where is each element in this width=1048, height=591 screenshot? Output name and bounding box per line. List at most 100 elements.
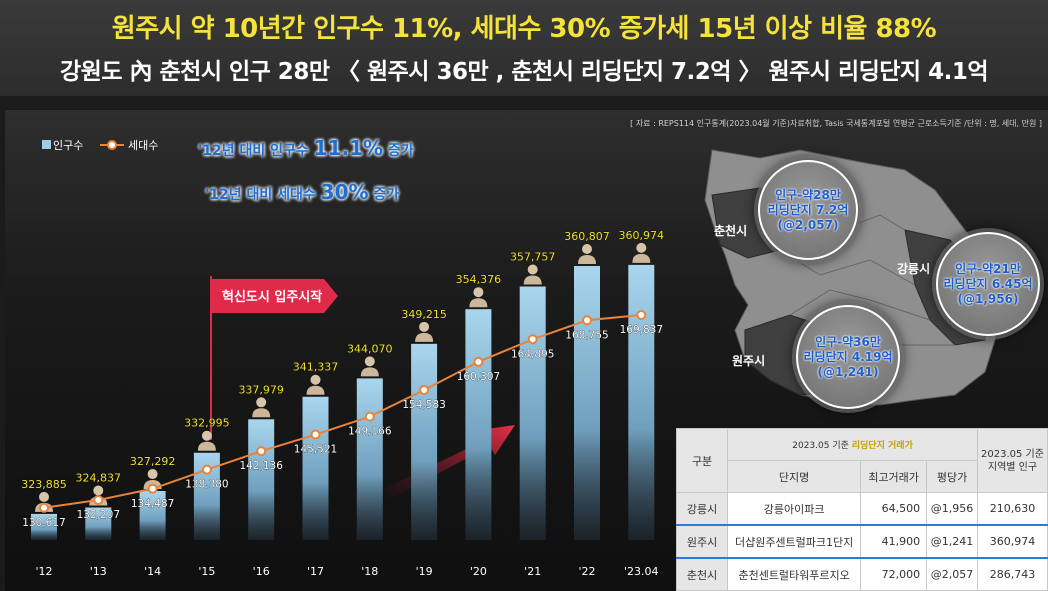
- population-bar-label: 360,807: [564, 230, 610, 243]
- population-bar: [411, 343, 438, 540]
- person-icon-body: [197, 441, 216, 451]
- household-callout-suffix: 증가: [368, 187, 400, 203]
- x-tick-label: '13: [90, 565, 107, 578]
- population-bar-label: 344,070: [347, 342, 393, 355]
- person-icon-head: [419, 321, 430, 332]
- leading-complex-table: 구분 2023.05 기준 리딩단지 거래가 2023.05 기준 지역별 인구…: [675, 428, 1048, 591]
- population-bar-label: 354,376: [456, 273, 502, 286]
- growth-arrow: [382, 425, 515, 500]
- household-point-label: 169,837: [620, 324, 663, 336]
- population-bar-label: 349,215: [401, 308, 447, 321]
- person-icon-body: [523, 275, 542, 285]
- map-district-lines: [779, 209, 955, 361]
- household-point: [310, 429, 321, 440]
- population-callout-suffix: 증가: [383, 143, 414, 159]
- person-icon-body: [632, 253, 651, 263]
- row-complex: 춘천센트럴타워푸르지오: [727, 557, 862, 591]
- household-point: [636, 309, 647, 320]
- population-callout-prefix: '12년 대비 인구수: [198, 143, 314, 159]
- population-bar-label: 332,995: [184, 417, 230, 430]
- person-icon-body: [360, 367, 379, 377]
- household-callout-value: 30%: [320, 180, 369, 204]
- population-bar-label: 341,337: [293, 361, 339, 374]
- household-line: [43, 313, 642, 509]
- header-per-pyeong: 평당가: [926, 460, 978, 493]
- person-icon-head: [201, 430, 212, 441]
- household-point: [364, 411, 375, 422]
- person-icon-body: [469, 298, 488, 308]
- household-point: [582, 315, 592, 326]
- row-region: 춘천시: [675, 557, 729, 591]
- person-icon-body: [252, 408, 271, 418]
- x-tick-label: '21: [524, 565, 541, 578]
- population-bar: [465, 309, 492, 540]
- legend-line-label: 세대수: [128, 139, 158, 152]
- x-tick-label: '12: [35, 565, 52, 578]
- table-header-row: 구분 2023.05 기준 리딩단지 거래가 2023.05 기준 지역별 인구: [675, 428, 1048, 493]
- household-point: [527, 334, 538, 345]
- wonju-info-bubble: 인구-약36만 리딩단지 4.19억 (@1,241): [796, 305, 900, 409]
- person-icon-head: [636, 242, 647, 253]
- gangneung-bubble-line2: 리딩단지 6.45억: [943, 276, 1033, 291]
- household-growth-callout: '12년 대비 세대수 30% 증가: [205, 180, 399, 204]
- wonju-bubble-line3: (@1,241): [817, 364, 879, 379]
- row-price: 72,000: [860, 557, 928, 591]
- population-bar-label: 360,974: [619, 229, 665, 242]
- legend: 인구수 세대수: [42, 139, 158, 152]
- household-point: [147, 483, 158, 494]
- person-icon-head: [473, 287, 484, 298]
- household-point-label: 149,166: [348, 426, 392, 438]
- population-bar: [628, 264, 655, 540]
- header-region: 구분: [675, 428, 729, 493]
- table-row: 춘천시 춘천센트럴타워푸르지오 72,000 @2,057 286,743: [675, 557, 1048, 591]
- header-price: 최고거래가: [860, 460, 928, 493]
- household-point: [39, 502, 49, 513]
- population-bar-label: 327,292: [130, 455, 176, 468]
- row-per-pyeong: @1,241: [926, 524, 978, 559]
- population-bar: [139, 491, 166, 540]
- subheadline: 강원도 內 춘천시 인구 28만 〈 원주시 36만 , 춘천시 리딩단지 7.…: [60, 59, 989, 85]
- population-bar-label: 324,837: [76, 472, 122, 485]
- map-label-gangneung: 강릉시: [897, 262, 931, 276]
- population-bar: [302, 396, 329, 540]
- row-region: 강릉시: [675, 492, 729, 526]
- innovation-city-flag: 혁신도시 입주시작: [210, 276, 338, 440]
- population-bar: [356, 378, 383, 540]
- x-tick-label: '23.04: [624, 565, 659, 578]
- x-tick-label: '20: [470, 565, 487, 578]
- flag-banner: [211, 279, 338, 313]
- person-icon-body: [578, 255, 596, 265]
- household-point-label: 130,617: [22, 517, 65, 529]
- population-bar-label: 323,885: [21, 478, 67, 491]
- header-population: 2023.05 기준 지역별 인구: [976, 428, 1048, 493]
- map-label-chuncheon: 춘천시: [714, 224, 748, 238]
- household-point: [256, 446, 267, 457]
- chuncheon-bubble-line1: 인구-약28만: [775, 187, 841, 202]
- population-bar: [31, 513, 57, 540]
- row-price: 41,900: [860, 524, 928, 559]
- household-point-label: 134,487: [131, 498, 174, 510]
- header-group-highlight: 리딩단지 거래가: [851, 441, 913, 451]
- household-point-label: 160,307: [457, 371, 500, 383]
- person-icon-head: [147, 469, 158, 480]
- gangneung-info-bubble: 인구-약21만 리딩단지 6.45억 (@1,956): [936, 232, 1040, 336]
- person-icon-head: [256, 397, 267, 408]
- chuncheon-bubble-line2: 리딩단지 7.2억: [767, 202, 849, 217]
- population-bar: [519, 286, 546, 540]
- gangneung-bubble-line1: 인구-약21만: [955, 261, 1021, 276]
- household-point-label: 142,136: [239, 460, 283, 472]
- x-tick-label: '14: [144, 565, 161, 578]
- population-bar: [248, 419, 275, 540]
- table-row: 강릉시 강릉아이파크 64,500 @1,956 210,630: [675, 492, 1048, 526]
- population-bar: [574, 266, 600, 540]
- chuncheon-bubble-line3: (@2,057): [777, 217, 839, 232]
- population-bar-label: 357,757: [510, 250, 556, 263]
- household-point-label: 168,755: [565, 329, 608, 341]
- row-complex: 더샵원주센트럴파크1단지: [727, 524, 862, 559]
- row-price: 64,500: [860, 492, 928, 526]
- wonju-bubble-line2: 리딩단지 4.19억: [803, 349, 893, 364]
- household-point: [93, 494, 104, 505]
- person-icon-head: [527, 264, 538, 275]
- row-per-pyeong: @1,956: [926, 492, 978, 526]
- household-point-label: 154,583: [402, 399, 445, 411]
